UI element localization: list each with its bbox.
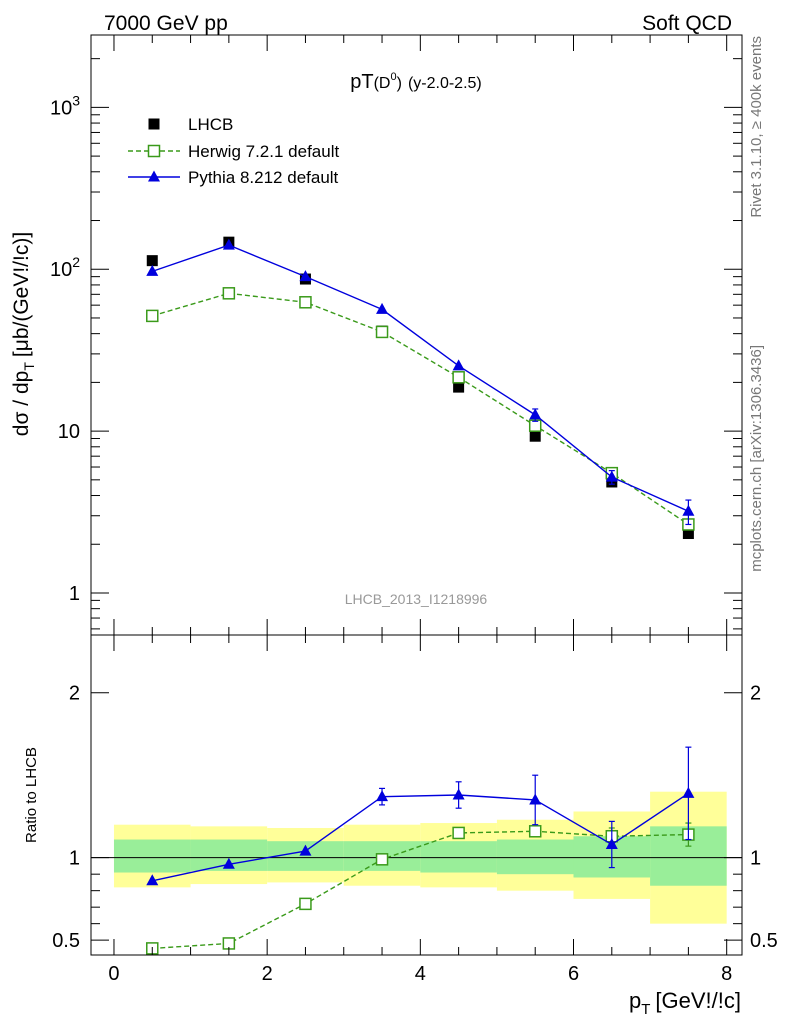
- ratio-ticks: 0.5 0.5 1 1 2 2 0 2 4 6 8: [52, 635, 778, 985]
- legend-label: LHCB: [188, 115, 233, 134]
- ratio-ylabel: Ratio to LHCB: [23, 747, 40, 843]
- ratio-point: [529, 793, 542, 805]
- rivet-label: Rivet 3.1.10, ≥ 400k events: [748, 36, 765, 218]
- main-point: [299, 270, 312, 282]
- main-ytick-label: 103: [50, 92, 80, 119]
- legend-label: Pythia 8.212 default: [188, 168, 339, 187]
- ratio-bands: [91, 791, 742, 924]
- main-point: [682, 504, 695, 516]
- main-point: [453, 381, 465, 393]
- main-point: [146, 264, 159, 276]
- ratio-series-line: [152, 830, 689, 950]
- main-ticks: 1 10 102 103: [50, 35, 742, 635]
- main-point: [146, 255, 158, 267]
- main-ytick-label: 1: [69, 583, 80, 605]
- legend-marker: [148, 170, 160, 182]
- ratio-point: [605, 837, 618, 849]
- ratio-point: [299, 844, 312, 856]
- ratio-point: [222, 857, 235, 869]
- main-point: [605, 470, 618, 482]
- plot-title: pT(D0) (y-2.0-2.5): [350, 71, 481, 93]
- main-point: [222, 238, 235, 250]
- xtick-label: 4: [415, 963, 426, 985]
- main-series-line: [152, 292, 689, 526]
- main-ytick-label: 102: [50, 254, 80, 281]
- ratio-point: [682, 786, 695, 798]
- xtick-label: 2: [262, 963, 273, 985]
- main-point: [452, 371, 465, 384]
- main-point: [452, 359, 465, 371]
- ratio-point: [376, 790, 389, 802]
- ratio-ytick-label-left: 0.5: [52, 930, 80, 952]
- xtick-label: 8: [721, 963, 732, 985]
- analysis-watermark: LHCB_2013_I1218996: [345, 591, 488, 607]
- legend-label: Herwig 7.2.1 default: [188, 142, 339, 161]
- ratio-point: [452, 788, 465, 800]
- header-left: 7000 GeV pp: [104, 12, 228, 35]
- ratio-ytick-label-right: 2: [750, 683, 761, 705]
- main-series-layer: [146, 236, 695, 540]
- main-point: [682, 528, 694, 540]
- ratio-panel: 0.5 0.5 1 1 2 2 0 2 4 6 8 Ratio to LHCB pT [GeV!/!c…: [23, 634, 778, 1018]
- legend-marker: [148, 118, 160, 130]
- ratio-series-solid-triangle: [146, 746, 695, 886]
- ratio-point: [452, 826, 465, 840]
- main-series-dashed-open-square: [146, 287, 695, 531]
- ratio-series-layer: [146, 746, 695, 955]
- legend: LHCB Herwig 7.2.1 default Pythia 8.212 def…: [128, 115, 339, 187]
- legend-marker: [147, 144, 161, 158]
- xtick-label: 0: [108, 963, 119, 985]
- main-point: [375, 325, 389, 339]
- main-panel: 1 10 102 103 pT(D0) (y-2.0-2.5) dσ / dpT[μb/…: [10, 34, 743, 636]
- main-ylabel: dσ / dpT[μb/(GeV!/!c)]: [10, 232, 37, 436]
- main-point: [299, 296, 312, 309]
- main-point: [529, 430, 541, 442]
- ratio-stat-band: [420, 841, 497, 873]
- main-point: [376, 302, 389, 314]
- main-point: [222, 287, 236, 300]
- xtick-label: 6: [568, 963, 579, 985]
- ratio-stat-band: [496, 839, 574, 875]
- ratio-ytick-label-left: 2: [69, 683, 80, 705]
- ratio-point: [299, 897, 312, 911]
- ratio-ytick-label-right: 1: [750, 848, 761, 870]
- main-point: [146, 309, 159, 323]
- main-series-data: [146, 236, 694, 540]
- xlabel: pT [GeV!/!c]: [629, 988, 741, 1018]
- main-series-line: [152, 244, 689, 512]
- header-right: Soft QCD: [642, 12, 732, 35]
- ratio-stat-band: [113, 839, 191, 873]
- main-ytick-label: 10: [58, 421, 80, 443]
- main-series-solid-triangle: [146, 238, 695, 526]
- main-point: [529, 408, 542, 420]
- ratio-ytick-label-left: 1: [69, 848, 80, 870]
- ratio-ytick-label-right: 0.5: [750, 930, 778, 952]
- mcplots-label: mcplots.cern.ch [arXiv:1306.3436]: [748, 345, 765, 572]
- ratio-series-line: [152, 792, 689, 882]
- ratio-frame: [90, 634, 743, 956]
- ratio-point: [528, 825, 542, 838]
- ratio-point: [375, 853, 389, 866]
- ratio-point: [146, 874, 159, 886]
